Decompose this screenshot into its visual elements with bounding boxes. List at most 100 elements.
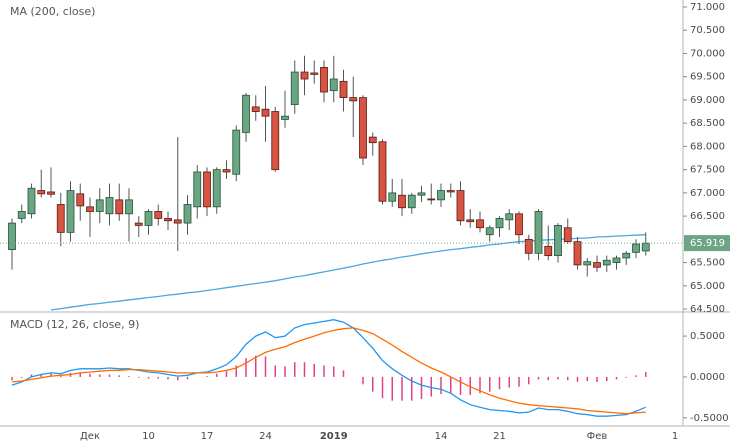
- candle-body: [310, 72, 319, 75]
- candle-body: [193, 171, 202, 208]
- candle-body: [115, 199, 124, 215]
- candle-body: [476, 219, 484, 229]
- pane-title: MACD (12, 26, close, 9): [10, 318, 139, 331]
- x-tick-label: Дек: [80, 431, 100, 442]
- y-tick-label: 0.5000: [690, 331, 725, 342]
- y-tick-label: 69.500: [690, 72, 725, 83]
- candle-body: [417, 192, 426, 196]
- candle-body: [437, 190, 445, 201]
- y-tick-label: 69.000: [690, 95, 725, 106]
- candle-body: [222, 169, 231, 173]
- candle-body: [105, 197, 114, 215]
- x-tick-label: 1: [672, 431, 678, 442]
- candle-body: [573, 241, 582, 266]
- y-tick-label: 66.500: [690, 211, 725, 222]
- x-tick-label: Фев: [587, 431, 608, 442]
- candle-body: [485, 227, 494, 236]
- series-line: [11, 319, 647, 417]
- y-tick-label: -0.5000: [690, 413, 729, 424]
- last-price-label: 65.919: [690, 238, 725, 249]
- y-tick-label: 64.500: [690, 304, 725, 315]
- candle-body: [173, 219, 182, 224]
- candle-body: [232, 129, 241, 175]
- candle-body: [398, 194, 406, 209]
- series-line: [11, 327, 646, 415]
- candle-body: [524, 238, 533, 254]
- candle-body: [17, 211, 26, 219]
- candle-body: [261, 108, 270, 117]
- candle-body: [515, 213, 523, 236]
- y-tick-label: 67.500: [690, 165, 725, 176]
- candle-body: [534, 211, 543, 254]
- y-tick-label: 65.500: [690, 258, 725, 269]
- pane-title: MA (200, close): [10, 5, 95, 18]
- candle-body: [427, 198, 436, 201]
- y-tick-label: 67.000: [690, 188, 725, 199]
- candle-body: [86, 206, 94, 212]
- candle-body: [66, 190, 75, 233]
- candle-body: [95, 199, 104, 212]
- candle-body: [144, 211, 153, 226]
- candle-body: [76, 193, 85, 207]
- candle-body: [641, 242, 650, 252]
- x-tick-label: 14: [435, 431, 448, 442]
- candle-body: [622, 252, 631, 259]
- y-tick-label: 70.500: [690, 25, 725, 36]
- candle-body: [359, 97, 367, 159]
- candle-body: [378, 141, 387, 202]
- candle-body: [368, 136, 377, 144]
- x-tick-label: 17: [201, 431, 214, 442]
- candle-body: [56, 204, 65, 233]
- x-tick-label: 10: [142, 431, 155, 442]
- candle-body: [505, 213, 514, 221]
- candle-body: [339, 80, 348, 99]
- candle-body: [183, 204, 192, 224]
- candle-body: [8, 222, 16, 250]
- candle-body: [320, 66, 328, 93]
- candle-body: [290, 71, 299, 105]
- candle-body: [329, 78, 338, 92]
- y-tick-label: 71.000: [690, 2, 725, 13]
- y-tick-label: 0.0000: [690, 372, 725, 383]
- candle-body: [27, 187, 36, 215]
- y-tick-label: 65.000: [690, 281, 725, 292]
- x-tick-label: 24: [259, 431, 272, 442]
- candle-body: [466, 219, 475, 223]
- last-price-tag: [684, 235, 730, 252]
- candle-body: [37, 190, 46, 195]
- candle-body: [203, 171, 211, 208]
- candle-body: [407, 194, 416, 209]
- candle-body: [300, 71, 309, 80]
- y-tick-label: 68.000: [690, 141, 725, 152]
- candle-body: [554, 225, 562, 257]
- candle-body: [134, 222, 143, 226]
- candle-body: [446, 190, 455, 193]
- candle-body: [495, 218, 504, 229]
- candle-body: [602, 259, 611, 266]
- candle-body: [349, 97, 358, 102]
- candle-body: [164, 218, 172, 222]
- x-tick-label: 2019: [320, 431, 348, 442]
- candle-body: [632, 243, 640, 253]
- candle-body: [593, 262, 601, 268]
- x-tick-label: 21: [493, 431, 506, 442]
- candle-body: [47, 191, 55, 195]
- y-tick-label: 70.000: [690, 48, 725, 59]
- candle-body: [281, 115, 289, 120]
- candle-body: [563, 227, 572, 243]
- candle-body: [251, 106, 260, 112]
- candle-body: [583, 261, 592, 266]
- candle-body: [212, 169, 221, 208]
- candle-body: [242, 94, 250, 133]
- candle-body: [544, 245, 553, 257]
- series-line: [50, 234, 646, 311]
- candle-body: [388, 192, 397, 202]
- candle-body: [271, 111, 280, 171]
- candle-body: [456, 190, 465, 222]
- candle-body: [125, 199, 133, 215]
- y-tick-label: 68.500: [690, 118, 725, 129]
- candle-body: [154, 211, 163, 219]
- candle-body: [612, 257, 621, 263]
